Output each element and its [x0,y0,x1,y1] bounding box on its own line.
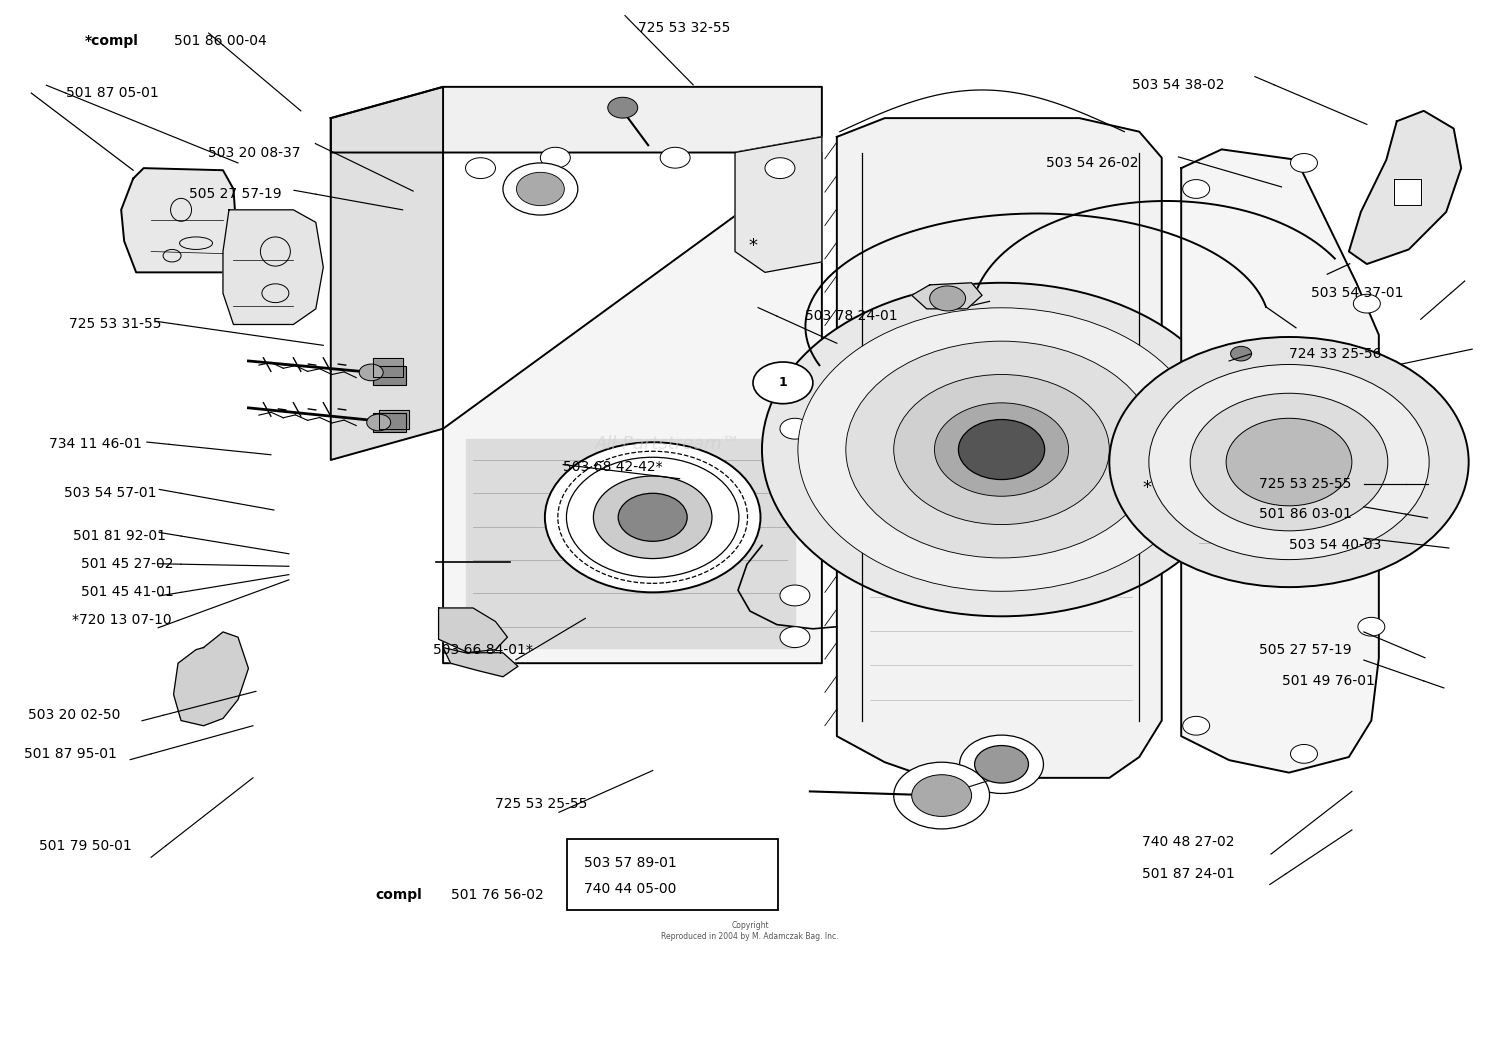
Circle shape [780,418,810,439]
Text: Copyright
Reproduced in 2004 by M. Adamczak Bag. Inc.: Copyright Reproduced in 2004 by M. Adamc… [662,922,839,941]
Circle shape [1353,295,1380,314]
Circle shape [465,158,495,179]
Polygon shape [442,153,822,664]
Text: 503 78 24-01: 503 78 24-01 [806,309,898,323]
Text: 503 54 38-02: 503 54 38-02 [1132,77,1224,92]
Circle shape [358,364,382,380]
Circle shape [1110,336,1468,587]
Polygon shape [332,87,442,460]
Circle shape [594,477,712,559]
Circle shape [516,172,564,206]
Text: 725 53 25-55: 725 53 25-55 [495,797,588,811]
Circle shape [1226,418,1352,506]
Circle shape [1182,717,1209,735]
Text: 501 79 50-01: 501 79 50-01 [39,838,132,853]
Polygon shape [1180,149,1378,772]
Text: 503 20 02-50: 503 20 02-50 [28,709,120,722]
Circle shape [798,308,1204,591]
Text: *: * [1143,479,1152,497]
Circle shape [660,147,690,168]
Polygon shape [378,410,408,428]
Circle shape [975,745,1029,783]
Circle shape [608,97,638,118]
Circle shape [762,283,1240,617]
Polygon shape [1394,179,1420,205]
Text: 503 68 42-42*: 503 68 42-42* [562,460,663,474]
Polygon shape [735,137,822,273]
Circle shape [846,341,1156,558]
Text: compl: compl [375,887,423,902]
Text: 501 45 27-02: 501 45 27-02 [81,557,172,572]
Circle shape [503,163,578,215]
Text: 501 49 76-01: 501 49 76-01 [1281,674,1374,688]
Circle shape [765,158,795,179]
Circle shape [1190,393,1388,531]
Text: 740 44 05-00: 740 44 05-00 [584,882,676,897]
Circle shape [930,286,966,311]
Circle shape [912,774,972,816]
Polygon shape [332,87,822,153]
Polygon shape [122,168,238,273]
Text: 501 87 24-01: 501 87 24-01 [1143,866,1234,881]
Text: 505 27 57-19: 505 27 57-19 [189,187,280,202]
Text: 501 81 92-01: 501 81 92-01 [74,529,166,543]
Text: 503 54 40-03: 503 54 40-03 [1288,538,1382,553]
Text: *compl: *compl [86,34,140,48]
Circle shape [1230,346,1251,361]
FancyBboxPatch shape [567,839,778,910]
Polygon shape [372,357,402,376]
Text: 503 20 08-37: 503 20 08-37 [209,145,300,160]
Circle shape [1149,365,1430,560]
Text: 501 86 03-01: 501 86 03-01 [1258,507,1352,521]
Text: 725 53 25-55: 725 53 25-55 [1258,477,1352,491]
Text: All Partstream™: All Partstream™ [596,436,741,454]
Text: 501 45 41-01: 501 45 41-01 [81,585,174,600]
Text: *: * [748,237,758,255]
Circle shape [618,493,687,541]
Circle shape [894,762,990,829]
Circle shape [1182,180,1209,199]
Circle shape [1290,154,1317,172]
Text: 503 54 26-02: 503 54 26-02 [1047,156,1138,170]
Text: 501 76 56-02: 501 76 56-02 [450,887,543,902]
Text: 724 33 25-56: 724 33 25-56 [1288,347,1382,361]
Polygon shape [438,608,518,677]
Circle shape [366,414,390,431]
Text: 725 53 32-55: 725 53 32-55 [638,22,730,36]
Polygon shape [224,210,324,325]
Text: 503 54 37-01: 503 54 37-01 [1311,286,1404,300]
Text: 503 54 57-01: 503 54 57-01 [64,486,158,501]
Text: 734 11 46-01: 734 11 46-01 [50,438,142,451]
Text: 725 53 31-55: 725 53 31-55 [69,318,162,331]
Text: 503 66 84-01*: 503 66 84-01* [432,643,532,656]
Polygon shape [465,439,795,648]
Circle shape [966,424,1038,474]
Circle shape [894,374,1110,525]
FancyBboxPatch shape [372,366,405,385]
FancyBboxPatch shape [372,413,405,432]
Text: 501 86 00-04: 501 86 00-04 [174,34,267,48]
Circle shape [1358,618,1384,636]
Circle shape [958,419,1044,480]
Text: 503 57 89-01: 503 57 89-01 [584,856,676,870]
Circle shape [960,735,1044,793]
Text: 501 87 95-01: 501 87 95-01 [24,747,117,761]
Circle shape [753,362,813,403]
Text: 505 27 57-19: 505 27 57-19 [1258,643,1352,656]
Text: 501 87 05-01: 501 87 05-01 [66,86,159,100]
Polygon shape [174,632,249,725]
Circle shape [780,585,810,606]
Text: 1: 1 [778,376,788,390]
Polygon shape [837,118,1161,777]
Polygon shape [912,283,982,309]
Text: *720 13 07-10: *720 13 07-10 [72,613,171,627]
Text: 740 48 27-02: 740 48 27-02 [1143,835,1234,850]
Circle shape [465,637,495,658]
Polygon shape [1348,111,1461,264]
Circle shape [780,627,810,648]
Circle shape [544,442,760,593]
Circle shape [934,403,1068,496]
Circle shape [1290,744,1317,763]
Circle shape [540,147,570,168]
